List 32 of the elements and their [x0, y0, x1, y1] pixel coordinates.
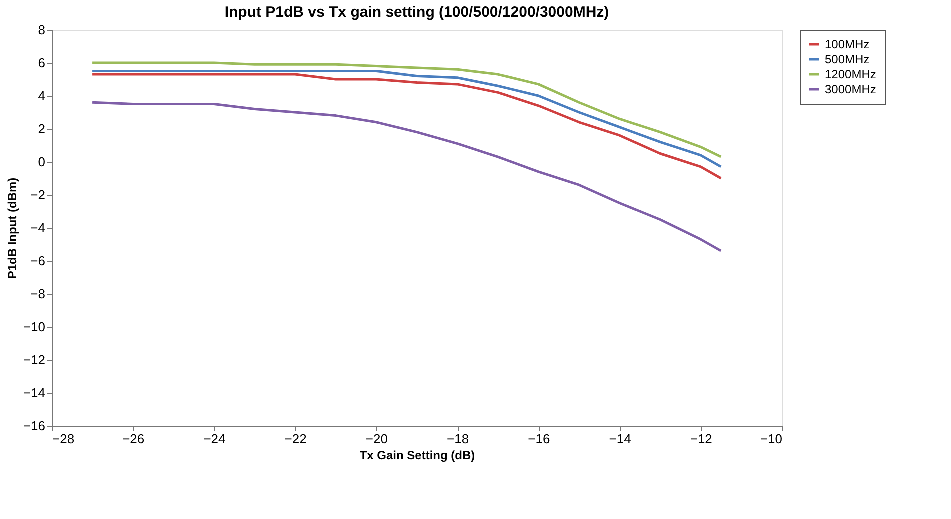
- chart-title: Input P1dB vs Tx gain setting (100/500/1200/3000MHz): [224, 4, 610, 21]
- y-tick-label: 0: [38, 154, 46, 170]
- x-tick-label: −28: [52, 432, 75, 446]
- y-tick-label: 6: [38, 56, 46, 70]
- x-tick-label: −22: [284, 432, 307, 446]
- y-tick-label: −2: [30, 188, 46, 202]
- y-tick-label: −8: [30, 286, 46, 302]
- y-tick-label: −6: [30, 254, 46, 268]
- x-tick-label: −16: [528, 432, 550, 446]
- y-axis-title: P1dB Input (dBm): [5, 178, 20, 280]
- legend-label: 1200MHz: [825, 68, 876, 82]
- y-tick-label: −14: [23, 386, 46, 400]
- x-tick-label: −26: [122, 432, 145, 446]
- legend-label: 100MHz: [825, 38, 870, 52]
- y-tick-label: 2: [38, 122, 46, 136]
- x-tick-label: −20: [366, 432, 388, 446]
- y-tick-label: 4: [38, 88, 46, 104]
- y-tick-label: −16: [23, 418, 46, 434]
- legend-label: 500MHz: [825, 52, 870, 66]
- x-tick-label: −14: [609, 432, 632, 446]
- x-tick-label: −10: [760, 432, 782, 446]
- y-tick-label: −4: [30, 220, 46, 236]
- x-tick-label: −12: [690, 432, 712, 446]
- x-axis-title: Tx Gain Setting (dB): [360, 448, 476, 462]
- x-tick-label: −18: [447, 432, 470, 446]
- legend-label: 3000MHz: [825, 82, 876, 96]
- y-tick-label: −10: [23, 320, 46, 334]
- x-tick-label: −24: [204, 432, 226, 446]
- line-series: [91, 62, 722, 158]
- y-tick-label: −12: [23, 352, 46, 368]
- y-tick-label: 8: [38, 22, 46, 38]
- line-series: [91, 101, 722, 252]
